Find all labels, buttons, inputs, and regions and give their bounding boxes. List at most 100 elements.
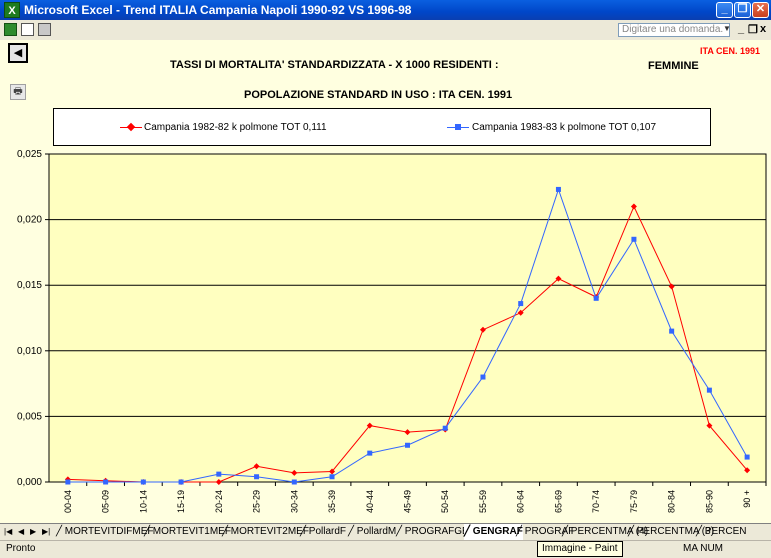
worksheet-area: ◀ 🖶 TASSI DI MORTALITA' STANDARDIZZATA -…: [0, 40, 771, 523]
data-point-1: [291, 469, 298, 476]
sheet-tab[interactable]: ╱ PERCENTMA (3): [628, 526, 715, 537]
y-tick-label: 0,025: [17, 149, 42, 160]
sheet-tab[interactable]: ╱ GENGRAF: [464, 524, 523, 540]
chart-legend: Campania 1982-82 k polmone TOT 0,111 Cam…: [53, 108, 711, 146]
legend-square-marker: [455, 124, 461, 130]
sheet-tab-bar: |◀ ◀ ▶ ▶| ╱ MORTEVITDIFMEF ╱ MORTEVIT1MEF…: [0, 523, 771, 541]
data-point-1: [253, 463, 260, 470]
tab-last-icon[interactable]: ▶|: [42, 527, 51, 536]
x-tick-label: 75-79: [629, 490, 639, 513]
x-tick-label: 05-09: [101, 490, 111, 513]
data-point-2: [669, 328, 675, 334]
help-dropdown-icon[interactable]: ▼: [723, 24, 731, 33]
data-point-1: [517, 309, 524, 316]
x-tick-label: 15-19: [176, 490, 186, 513]
sheet-tab[interactable]: ╱ PROGRAFGEN: [396, 526, 476, 537]
data-point-1: [668, 283, 675, 290]
plot-area: [48, 153, 767, 483]
data-point-2: [518, 301, 524, 307]
data-point-2: [291, 479, 297, 485]
sheet-tab[interactable]: ╱ PROGRAF: [516, 526, 575, 537]
data-point-2: [216, 471, 222, 477]
taskbar-tooltip: Immagine - Paint: [537, 541, 623, 557]
tab-next-icon[interactable]: ▶: [30, 527, 37, 536]
data-point-2: [593, 295, 599, 301]
window-title: Microsoft Excel - Trend ITALIA Campania …: [24, 3, 412, 17]
x-tick-label: 70-74: [591, 490, 601, 513]
y-tick-label: 0,020: [17, 215, 42, 226]
data-point-2: [254, 474, 260, 480]
sheet-tab[interactable]: ╱ PERCENTMA (4): [562, 526, 649, 537]
sheet-tab[interactable]: ╱ MORTEVIT2MEF: [222, 526, 309, 537]
data-point-1: [706, 422, 713, 429]
data-point-1: [404, 429, 411, 436]
workbook-close-button[interactable]: x: [760, 23, 767, 35]
data-point-2: [442, 425, 448, 431]
y-tick-label: 0,005: [17, 411, 42, 422]
data-point-1: [555, 275, 562, 282]
data-point-2: [329, 474, 335, 480]
data-point-2: [744, 454, 750, 460]
sheet-tab[interactable]: ╱ PollardF: [300, 526, 347, 537]
data-point-2: [631, 236, 637, 242]
x-tick-label: 85-90: [704, 490, 714, 513]
data-point-2: [367, 450, 373, 456]
workbook-restore-button[interactable]: ❐: [748, 24, 758, 36]
data-point-1: [744, 467, 751, 474]
data-point-2: [555, 186, 561, 192]
data-point-2: [706, 387, 712, 393]
x-tick-label: 55-59: [478, 490, 488, 513]
back-arrow-icon[interactable]: ◀: [8, 43, 28, 63]
gender-label: FEMMINE: [648, 60, 699, 72]
census-tag: ITA CEN. 1991: [700, 46, 761, 56]
sheet-tab[interactable]: ╱ MORTEVIT1MEF: [144, 526, 231, 537]
title-bar: X Microsoft Excel - Trend ITALIA Campani…: [0, 0, 771, 20]
y-tick-label: 0,010: [17, 346, 42, 357]
x-tick-label: 10-14: [138, 490, 148, 513]
sheet-print-icon[interactable]: 🖶: [10, 84, 26, 100]
tab-prev-icon[interactable]: ◀: [18, 527, 25, 536]
sheet-tab[interactable]: ╱ MORTEVITDIFMEF: [56, 526, 154, 537]
x-tick-label: 20-24: [214, 490, 224, 513]
chart-title-line2: POPOLAZIONE STANDARD IN USO : ITA CEN. 1…: [244, 89, 513, 101]
x-tick-label: 90 +: [742, 490, 752, 508]
x-tick-label: 65-69: [553, 490, 563, 513]
excel-app-icon[interactable]: X: [4, 2, 20, 18]
sheet-tab[interactable]: ╱ PERCEN: [696, 526, 747, 537]
data-point-1: [329, 468, 336, 475]
data-point-2: [178, 479, 184, 485]
x-tick-label: 25-29: [252, 490, 262, 513]
workbook-minimize-button[interactable]: _: [738, 23, 745, 35]
data-point-1: [479, 326, 486, 333]
chart-title-line1: TASSI DI MORTALITA' STANDARDIZZATA - X 1…: [170, 59, 499, 71]
tab-first-icon[interactable]: |◀: [4, 527, 13, 536]
x-tick-label: 00-04: [63, 490, 73, 513]
data-point-2: [65, 479, 71, 485]
line-chart: 0,000 0,005 0,010 0,015 0,020 0,025 00-04 05-0…: [17, 149, 767, 513]
legend-series-2: Campania 1983-83 k polmone TOT 0,107: [472, 122, 657, 133]
print-icon[interactable]: [38, 23, 51, 36]
data-point-1: [366, 422, 373, 429]
data-point-2: [140, 479, 146, 485]
x-tick-label: 45-49: [403, 490, 413, 513]
data-point-2: [103, 479, 109, 485]
x-tick-label: 60-64: [516, 490, 526, 513]
y-tick-label: 0,000: [17, 477, 42, 488]
maximize-button[interactable]: ❐: [734, 2, 751, 18]
minimize-button[interactable]: _: [716, 2, 733, 18]
x-tick-label: 80-84: [667, 490, 677, 513]
excel-doc-icon[interactable]: [4, 23, 17, 36]
y-tick-label: 0,015: [17, 280, 42, 291]
status-text: Pronto: [6, 543, 36, 554]
status-bar: Pronto MA NUM: [0, 540, 771, 558]
print-preview-icon[interactable]: [21, 23, 34, 36]
close-button[interactable]: ✕: [752, 2, 769, 18]
sheet-tab[interactable]: ╱ PollardM: [348, 526, 397, 537]
x-tick-label: 30-34: [289, 490, 299, 513]
x-tick-label: 50-54: [440, 490, 450, 513]
help-search-input[interactable]: Digitare una domanda.: [618, 23, 730, 37]
x-tick-label: 35-39: [327, 490, 337, 513]
data-point-2: [480, 374, 486, 380]
data-point-1: [215, 479, 222, 485]
data-point-1: [630, 203, 637, 210]
